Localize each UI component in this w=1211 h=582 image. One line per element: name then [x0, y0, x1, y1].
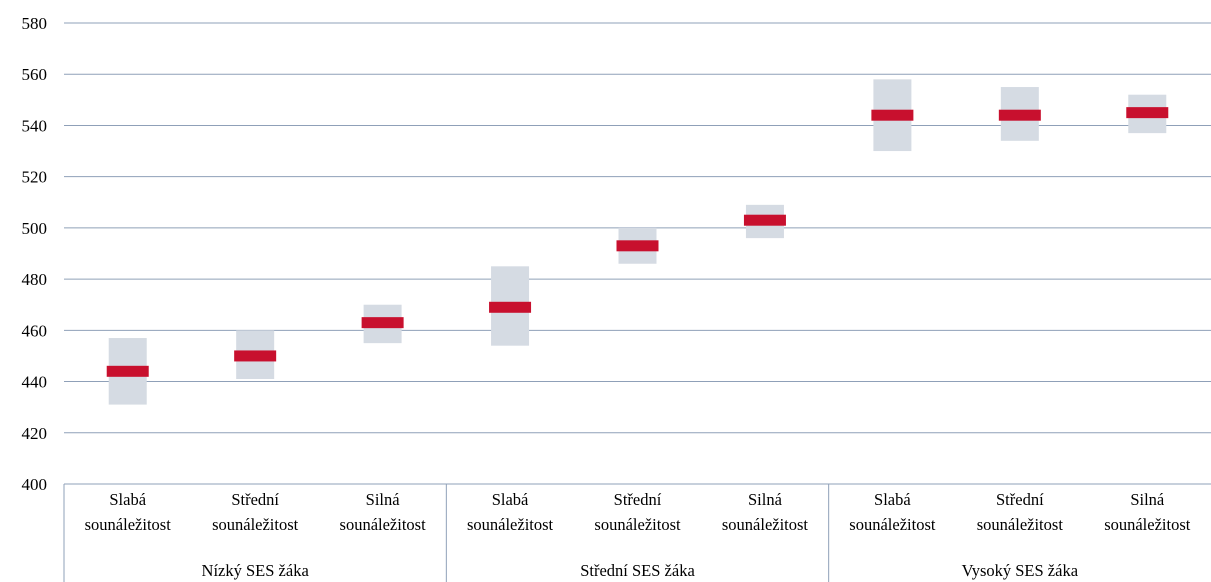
y-tick-label: 400 [22, 475, 48, 494]
y-axis-ticks: 400 420 440 460 480 500 520 540 560 580 [22, 14, 48, 494]
mean-marker [234, 350, 277, 362]
group-label: Střední SES žáka [580, 561, 695, 580]
y-tick-label: 540 [22, 116, 48, 135]
group-label: Vysoký SES žáka [962, 561, 1079, 580]
y-tick-label: 560 [22, 65, 48, 84]
category-label-line1: Střední [231, 490, 279, 509]
category-label-line2: sounáležitost [340, 515, 427, 534]
mean-marker [106, 365, 149, 377]
mean-markers [106, 107, 1169, 377]
mean-marker [743, 214, 786, 226]
mean-marker [616, 240, 659, 252]
category-label-line1: Střední [614, 490, 662, 509]
category-label-line1: Slabá [109, 490, 146, 509]
group-label: Nízký SES žáka [202, 561, 310, 580]
y-tick-label: 500 [22, 219, 48, 238]
y-tick-label: 420 [22, 424, 48, 443]
y-tick-label: 440 [22, 373, 48, 392]
category-label-line2: sounáležitost [467, 515, 554, 534]
category-label-line1: Silná [366, 490, 401, 509]
y-tick-label: 460 [22, 321, 48, 340]
category-label-line1: Slabá [874, 490, 911, 509]
mean-marker [998, 109, 1041, 121]
y-tick-label: 520 [22, 168, 48, 187]
category-label-line2: sounáležitost [1104, 515, 1191, 534]
category-label-line2: sounáležitost [849, 515, 936, 534]
y-tick-label: 580 [22, 14, 48, 33]
mean-marker [361, 317, 404, 329]
mean-marker [489, 301, 532, 313]
category-label-line1: Střední [996, 490, 1044, 509]
category-label-line1: Silná [1130, 490, 1165, 509]
mean-marker [1126, 107, 1169, 119]
category-label-line2: sounáležitost [594, 515, 681, 534]
y-tick-label: 480 [22, 270, 48, 289]
mean-marker [871, 109, 914, 121]
category-label-line1: Slabá [492, 490, 529, 509]
x-axis: Slabá sounáležitost Střední sounáležitost Si… [63, 483, 1211, 582]
category-label-line2: sounáležitost [212, 515, 299, 534]
category-label-line1: Silná [748, 490, 783, 509]
category-label-line2: sounáležitost [85, 515, 172, 534]
category-label-line2: sounáležitost [977, 515, 1064, 534]
category-label-line2: sounáležitost [722, 515, 809, 534]
